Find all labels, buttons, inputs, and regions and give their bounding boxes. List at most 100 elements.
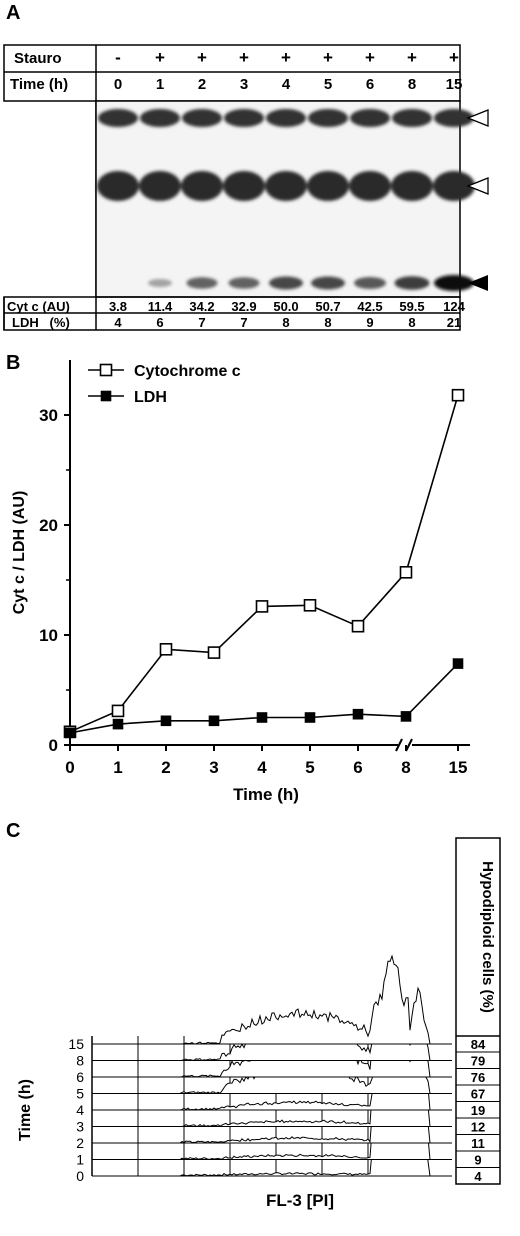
data-point (400, 711, 412, 722)
hypodiploid-header: Hypodiploid cells (%) (479, 861, 496, 1013)
stauro-label: Stauro (14, 50, 62, 67)
data-point (351, 619, 365, 633)
panel-b-chart: 0 10 20 30 0 1 2 3 4 5 6 8 15 Time (h) Cyt c / LDH (AU… (11, 360, 470, 804)
stauro-value: + (197, 48, 207, 67)
data-point (159, 642, 173, 656)
data-point (452, 658, 464, 669)
time-tick-label: 0 (76, 1168, 84, 1184)
gel-band-middle (223, 171, 265, 201)
x-axis-label: Time (h) (233, 785, 299, 804)
time-tick-label: 8 (76, 1053, 84, 1069)
gel-band-upper (350, 109, 390, 127)
data-point (255, 600, 269, 613)
cytc-value: 42.5 (357, 299, 383, 314)
time-tick-label: 1 (76, 1152, 84, 1168)
x-tick-label: 5 (305, 758, 314, 777)
time-tick-label: 15 (68, 1036, 84, 1052)
legend-marker (100, 390, 112, 402)
data-point (256, 712, 268, 723)
stauro-value: + (239, 48, 249, 67)
y-axis-label: Cyt c / LDH (AU) (11, 491, 28, 615)
panel-c-letter: C (6, 820, 21, 842)
hypodiploid-value: 9 (474, 1153, 481, 1168)
gel-band-upper (266, 109, 306, 127)
x-tick-label: 1 (113, 758, 122, 777)
time-tick-label: 5 (76, 1086, 84, 1102)
hypodiploid-value: 4 (474, 1169, 482, 1184)
time-value-a: 5 (323, 76, 333, 93)
data-point (207, 646, 221, 659)
ldh-value: 8 (282, 315, 290, 330)
time-tick-label: 2 (76, 1135, 84, 1151)
ldh-value: 9 (366, 315, 374, 330)
gel-band-upper (98, 109, 138, 127)
gel-band-cytc (434, 275, 474, 291)
gel-band-cytc (354, 277, 386, 289)
gel-band-middle (349, 171, 391, 201)
open-arrowhead-middle (466, 177, 489, 195)
hypodiploid-value: 79 (471, 1054, 485, 1069)
hypodiploid-value: 19 (471, 1103, 485, 1118)
gel-band-middle (265, 171, 307, 201)
stauro-value: + (155, 48, 165, 67)
gel-band-cytc (394, 276, 430, 290)
data-point (304, 712, 316, 723)
gel-band-middle (307, 171, 349, 201)
gel-band-middle (139, 171, 181, 201)
stauro-value: + (281, 48, 291, 67)
x-axis-label: FL-3 [PI] (266, 1191, 334, 1210)
series-line (69, 394, 459, 733)
data-point (160, 715, 172, 727)
panel-a-figure (3, 44, 489, 331)
data-point (111, 704, 125, 718)
stauro-value: + (407, 48, 417, 67)
gel-band-upper (434, 109, 474, 127)
ldh-value: 7 (198, 315, 206, 330)
x-tick-label: 2 (161, 758, 170, 777)
ldh-value: 21 (446, 315, 462, 330)
time-value-a: 8 (407, 76, 417, 93)
data-point (352, 708, 364, 720)
filled-arrowhead (468, 275, 488, 291)
gel-band-cytc (148, 279, 172, 287)
gel-band-cytc (311, 276, 345, 290)
panel-b-letter: B (6, 352, 21, 374)
cytc-value: 50.0 (273, 299, 299, 314)
time-value-a: 4 (281, 76, 291, 93)
ldh-value: 7 (240, 315, 248, 330)
ldh-value: 8 (324, 315, 332, 330)
open-arrowhead-upper (466, 109, 489, 127)
time-tick-label: 4 (76, 1102, 84, 1118)
time-tick-label: 6 (76, 1069, 84, 1085)
data-point (64, 727, 76, 739)
gel-band-upper (140, 109, 180, 127)
hypodiploid-value: 76 (471, 1070, 485, 1085)
time-value-a: 0 (113, 76, 123, 93)
time-value-a: 3 (239, 76, 249, 93)
gel-band-upper (308, 109, 348, 127)
time-value-a: 15 (445, 76, 463, 93)
ldh-value: 8 (408, 315, 416, 330)
x-tick-label: 15 (449, 758, 468, 777)
stauro-value: + (323, 48, 333, 67)
y-tick-label: 10 (39, 626, 58, 645)
gel-band-middle (433, 171, 475, 201)
gel-band-cytc (186, 277, 218, 289)
time-value-a: 2 (197, 76, 207, 93)
x-tick-label: 4 (257, 758, 267, 777)
hypodiploid-value: 84 (471, 1037, 486, 1052)
time-label-a: Time (h) (10, 76, 69, 93)
stauro-value: + (449, 48, 459, 67)
legend-marker (99, 363, 113, 377)
x-tick-label: 6 (353, 758, 362, 777)
ldh-label: LDH (%) (12, 315, 70, 330)
gel-band-middle (181, 171, 223, 201)
cytc-value: 11.4 (147, 299, 173, 314)
hypodiploid-value: 67 (471, 1087, 485, 1102)
gel-band-upper (182, 109, 222, 127)
cytc-label: Cyt c (AU) (7, 299, 70, 314)
gel-band-cytc (269, 276, 303, 290)
time-value-a: 6 (365, 76, 375, 93)
stauro-value: - (115, 48, 121, 67)
